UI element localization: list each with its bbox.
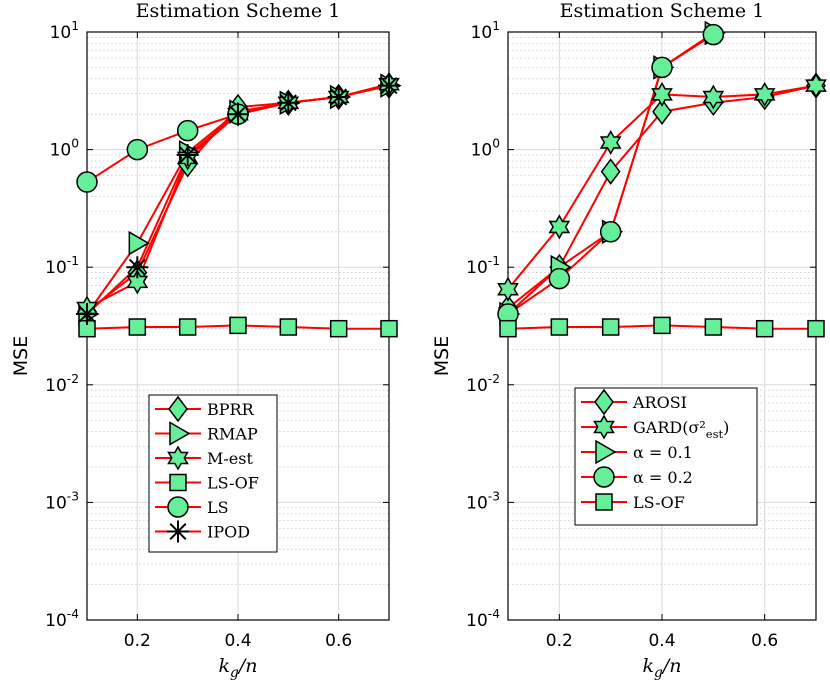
chart-title: Estimation Scheme 1 xyxy=(560,0,765,22)
data-point xyxy=(805,73,827,99)
data-point xyxy=(126,256,149,279)
series-markers-α = 0.2 xyxy=(497,23,725,325)
data-point xyxy=(653,316,671,335)
series-markers-LS-OF xyxy=(78,316,398,338)
data-point xyxy=(176,119,199,142)
data-point xyxy=(550,318,569,336)
data-point xyxy=(704,318,723,336)
legend-entry: M-est xyxy=(207,449,253,468)
legend-marker xyxy=(168,395,188,423)
data-point xyxy=(229,316,247,335)
legend-entry: RMAP xyxy=(207,425,258,444)
data-point xyxy=(176,143,199,166)
data-point xyxy=(128,230,150,256)
legend-entry: α = 0.1 xyxy=(633,443,693,462)
series-markers-IPOD xyxy=(76,74,400,325)
legend-entry: LS-OF xyxy=(633,493,685,512)
data-point xyxy=(128,318,147,336)
data-point xyxy=(702,23,725,46)
legend-marker xyxy=(167,496,189,518)
y-tick-label: 10-3 xyxy=(466,489,500,513)
legend-marker xyxy=(169,473,187,492)
data-point xyxy=(497,276,519,302)
y-tick-label: 10-3 xyxy=(45,489,79,513)
legend-entry: LS-OF xyxy=(207,474,259,493)
y-tick-label: 10-2 xyxy=(45,372,79,396)
data-point xyxy=(126,138,149,161)
y-tick-label: 10-1 xyxy=(466,254,500,278)
legend-entry: LS xyxy=(207,498,229,517)
data-point xyxy=(76,171,98,193)
data-point xyxy=(378,74,400,97)
legend-entry: α = 0.2 xyxy=(633,468,693,487)
data-point xyxy=(652,98,672,125)
y-tick-label: 101 xyxy=(50,19,79,43)
data-point xyxy=(380,319,398,338)
data-point xyxy=(329,319,348,338)
legend: AROSI GARD(σ²est) α = 0.1 α = 0.2 LS-OF xyxy=(574,387,758,526)
legend-marker xyxy=(169,421,191,446)
legend-entry: BPRR xyxy=(207,400,255,419)
y-axis-label: MSE xyxy=(10,336,32,376)
data-point xyxy=(651,81,673,107)
y-tick-label: 10-4 xyxy=(466,607,500,631)
y-tick-label: 101 xyxy=(471,19,500,43)
data-point xyxy=(807,319,825,338)
data-point xyxy=(279,318,298,336)
series-line-LS xyxy=(86,113,239,183)
y-tick-label: 10-2 xyxy=(466,372,500,396)
x-tick-label: 0.2 xyxy=(124,631,151,651)
series-markers-GARD(σ²_est) xyxy=(497,73,827,302)
x-tick-label: 0.2 xyxy=(546,631,573,651)
legend-marker xyxy=(167,520,189,543)
x-axis-label: kg/n xyxy=(643,655,682,681)
data-point xyxy=(548,214,571,240)
legend-box xyxy=(148,394,278,553)
data-point xyxy=(599,221,622,243)
series-markers-LS xyxy=(76,103,249,193)
data-point xyxy=(651,56,673,79)
chart-title: Estimation Scheme 1 xyxy=(136,0,341,22)
legend-marker xyxy=(595,439,617,465)
data-point xyxy=(277,91,300,114)
legend-marker xyxy=(593,414,615,440)
legend: BPRR RMAP M-est LS-OF LS IPOD xyxy=(148,394,278,553)
data-point xyxy=(227,103,249,126)
series-layer xyxy=(76,71,402,338)
y-tick-label: 10-1 xyxy=(45,254,79,278)
data-point xyxy=(753,81,776,107)
data-point xyxy=(702,84,725,110)
data-point xyxy=(499,319,517,338)
series-layer xyxy=(497,20,827,338)
x-axis-label: kg/n xyxy=(219,655,258,681)
y-tick-label: 10-4 xyxy=(45,607,79,631)
y-tick-label: 100 xyxy=(50,137,79,161)
y-axis-label: MSE xyxy=(431,336,453,376)
chart-panel-1: 0.2 0.4 0.6 101 100 10-1 10-2 10-3 10-4 Estimatio… xyxy=(10,0,402,681)
data-point xyxy=(600,158,621,185)
x-tick-label: 0.6 xyxy=(325,631,352,651)
legend-entry: AROSI xyxy=(632,393,687,412)
chart-panel-2: 0.2 0.4 0.6 101 100 10-1 10-2 10-3 10-4 Estimatio… xyxy=(431,0,827,681)
y-tick-label: 100 xyxy=(471,137,500,161)
legend-marker xyxy=(594,388,614,416)
legend-entry: GARD(σ²est) xyxy=(633,418,729,441)
data-point xyxy=(548,267,571,290)
legend-entry: IPOD xyxy=(207,523,250,542)
legend-marker xyxy=(595,493,613,511)
data-point xyxy=(76,303,98,325)
data-point xyxy=(126,269,149,295)
legend-marker xyxy=(167,445,189,471)
x-tick-label: 0.6 xyxy=(751,631,778,651)
series-markers-LS-OF xyxy=(499,316,825,338)
data-point xyxy=(327,86,350,109)
data-point xyxy=(755,319,774,338)
legend-marker xyxy=(593,466,615,488)
data-point xyxy=(601,318,620,336)
data-point xyxy=(599,129,622,155)
x-tick-label: 0.4 xyxy=(224,631,251,651)
x-tick-label: 0.4 xyxy=(648,631,675,651)
data-point xyxy=(178,318,197,336)
